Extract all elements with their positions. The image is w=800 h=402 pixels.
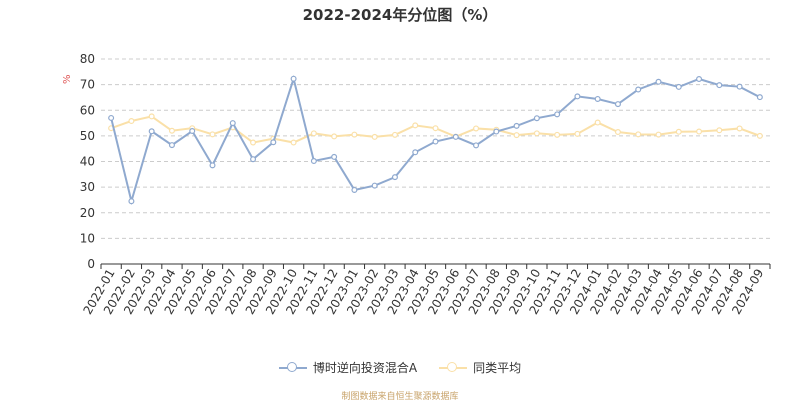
legend-label-average: 同类平均 (473, 361, 522, 375)
data-point (756, 94, 763, 101)
data-point (716, 82, 723, 89)
data-point (635, 86, 642, 93)
data-point (736, 83, 743, 90)
data-point (371, 182, 378, 189)
data-point (655, 131, 662, 138)
y-axis-unit: % (62, 74, 73, 84)
data-point (614, 129, 621, 136)
data-point (412, 149, 419, 156)
data-point (391, 131, 398, 138)
source-note: 制图数据来自恒生聚源数据库 (341, 392, 459, 402)
data-point (614, 101, 621, 108)
y-tick-label: 20 (80, 206, 95, 220)
data-point (696, 75, 703, 82)
data-point (635, 131, 642, 138)
data-point (290, 75, 297, 82)
y-tick-label: 70 (80, 78, 95, 92)
data-point (716, 127, 723, 134)
data-point (513, 122, 520, 129)
legend-item-fund[interactable]: 博时逆向投资混合A (278, 359, 418, 376)
legend-label-fund: 博时逆向投资混合A (312, 361, 418, 375)
grid-lines (101, 58, 770, 239)
y-tick-label: 60 (80, 103, 95, 117)
axes (100, 263, 771, 269)
data-point (493, 128, 500, 135)
series-fund (108, 75, 763, 206)
data-point (736, 125, 743, 132)
data-point (148, 128, 155, 135)
data-point (108, 114, 115, 121)
data-point (189, 128, 196, 135)
data-point (594, 119, 601, 126)
data-point (473, 125, 480, 132)
x-tick-labels: 2022-012022-022022-032022-042022-052022-… (81, 266, 767, 316)
data-point (128, 118, 135, 125)
legend-swatch-average (439, 361, 468, 375)
data-point (533, 115, 540, 122)
data-point (128, 198, 135, 205)
data-point (310, 157, 317, 164)
data-point (756, 132, 763, 139)
series-average (108, 113, 763, 146)
y-tick-labels: 0 10 20 30 40 50 60 70 80 (80, 52, 95, 271)
data-point (655, 78, 662, 85)
data-point (513, 132, 520, 139)
data-point (391, 174, 398, 181)
y-tick-label: 80 (80, 52, 95, 66)
legend-item-average[interactable]: 同类平均 (439, 359, 521, 376)
data-point (351, 131, 358, 138)
y-tick-label: 40 (80, 155, 95, 169)
data-point (168, 127, 175, 134)
data-point (574, 93, 581, 100)
data-point (168, 142, 175, 149)
data-point (452, 133, 459, 140)
data-point (148, 113, 155, 120)
legend-swatch-fund (278, 361, 307, 375)
data-point (473, 142, 480, 149)
series-lines (108, 75, 763, 206)
data-point (310, 130, 317, 137)
data-point (554, 131, 561, 138)
data-point (331, 153, 338, 160)
data-point (270, 139, 277, 146)
data-point (209, 162, 216, 169)
y-tick-label: 0 (87, 257, 95, 271)
data-point (533, 130, 540, 137)
data-point (594, 95, 601, 102)
data-point (371, 133, 378, 140)
data-point (229, 120, 236, 127)
y-tick-label: 50 (80, 129, 95, 143)
data-point (290, 139, 297, 146)
data-point (574, 130, 581, 137)
y-tick-label: 30 (80, 180, 95, 194)
data-point (675, 83, 682, 90)
data-point (675, 128, 682, 135)
data-point (432, 138, 439, 145)
data-point (696, 128, 703, 135)
data-point (554, 111, 561, 118)
chart-title: 2022-2024年分位图（%） (302, 6, 498, 24)
data-point (250, 139, 257, 146)
data-point (331, 133, 338, 140)
data-point (412, 122, 419, 129)
legend: 博时逆向投资混合A 同类平均 (0, 359, 800, 376)
data-point (351, 186, 358, 193)
data-point (432, 125, 439, 132)
y-tick-label: 10 (80, 231, 95, 245)
data-point (250, 156, 257, 163)
data-point (209, 131, 216, 138)
